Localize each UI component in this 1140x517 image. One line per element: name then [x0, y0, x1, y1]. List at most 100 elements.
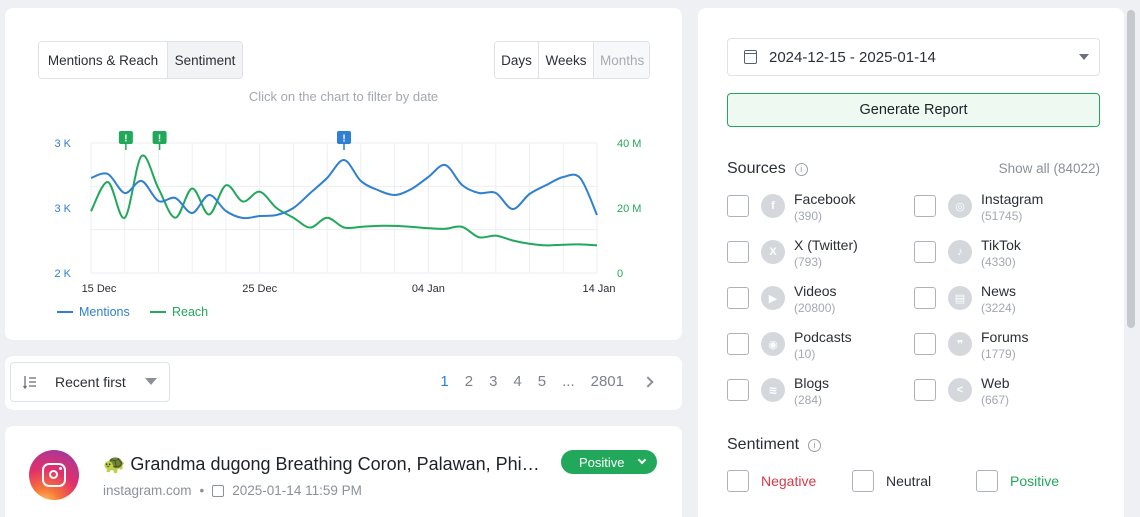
source-filter-forums[interactable]: ❞ Forums (1779)	[914, 329, 1028, 361]
date-range-value: 2024-12-15 - 2025-01-14	[769, 48, 936, 66]
tab-weeks[interactable]: Weeks	[538, 42, 593, 78]
tab-mentions-reach[interactable]: Mentions & Reach	[39, 42, 167, 78]
post-sentiment-dropdown[interactable]: Positive	[561, 450, 657, 474]
source-filter-tiktok[interactable]: ♪ TikTok (4330)	[914, 237, 1021, 269]
podcast-icon: ◉	[761, 332, 785, 356]
sort-label: Recent first	[55, 374, 126, 390]
legend-mentions-swatch	[57, 311, 73, 313]
tiktok-icon: ♪	[948, 240, 972, 264]
play-icon: ▶	[761, 286, 785, 310]
instagram-icon: ◎	[948, 194, 972, 218]
legend-reach[interactable]: Reach	[150, 305, 208, 319]
checkbox[interactable]	[727, 241, 749, 263]
post-source[interactable]: instagram.com	[103, 483, 192, 498]
checkbox[interactable]	[914, 379, 936, 401]
page-3[interactable]: 3	[489, 373, 498, 390]
source-filter-web[interactable]: < Web (667)	[914, 375, 1010, 407]
date-range-picker[interactable]: 2024-12-15 - 2025-01-14	[727, 38, 1100, 76]
forum-icon: ❞	[948, 332, 972, 356]
x-icon: X	[761, 240, 785, 264]
event-marker[interactable]: !	[337, 131, 351, 150]
chevron-right-icon[interactable]	[642, 375, 654, 388]
source-filter-news[interactable]: ▤ News (3224)	[914, 283, 1016, 315]
x-tick-label: 15 Dec	[82, 283, 117, 295]
tab-sentiment[interactable]: Sentiment	[167, 42, 242, 78]
checkbox[interactable]	[914, 241, 936, 263]
page-scrollbar[interactable]	[1127, 10, 1135, 328]
info-icon[interactable]: i	[794, 162, 808, 176]
source-count: (20800)	[794, 301, 836, 315]
y-left-tick-label: 3 K	[54, 203, 71, 215]
source-text: News (3224)	[981, 283, 1016, 315]
chart-event-markers: !!!	[118, 131, 351, 150]
chart-card: Mentions & Reach Sentiment Days Weeks Mo…	[5, 8, 682, 340]
source-text: Instagram (51745)	[981, 191, 1043, 223]
source-count: (3224)	[981, 301, 1016, 315]
checkbox[interactable]	[914, 333, 936, 355]
source-name: Facebook	[794, 191, 856, 207]
page-last[interactable]: 2801	[590, 373, 624, 390]
source-filter-x-twitter[interactable]: X X (Twitter) (793)	[727, 237, 858, 269]
checkbox[interactable]	[727, 195, 749, 217]
legend-mentions[interactable]: Mentions	[57, 305, 130, 319]
checkbox[interactable]	[914, 287, 936, 309]
source-count: (667)	[981, 393, 1010, 407]
page-1[interactable]: 1	[440, 373, 449, 390]
checkbox[interactable]	[727, 333, 749, 355]
page-4[interactable]: 4	[513, 373, 522, 390]
source-name: Podcasts	[794, 329, 852, 345]
tab-months[interactable]: Months	[593, 42, 649, 78]
sources-title-text: Sources	[727, 160, 786, 177]
calendar-icon	[744, 50, 757, 64]
checkbox[interactable]	[727, 379, 749, 401]
page-5[interactable]: 5	[537, 373, 547, 390]
page-ellipsis: ...	[562, 373, 575, 390]
post-title[interactable]: 🐢 Grandma dugong Breathing Coron, Palawa…	[103, 454, 543, 474]
info-icon[interactable]: i	[808, 438, 822, 452]
source-count: (51745)	[981, 209, 1023, 223]
checkbox[interactable]	[976, 470, 998, 492]
source-text: TikTok (4330)	[981, 237, 1021, 269]
sentiment-filter-neutral[interactable]: Neutral	[852, 470, 931, 492]
sort-select[interactable]: Recent first	[10, 362, 170, 402]
source-filter-facebook[interactable]: f Facebook (390)	[727, 191, 855, 223]
event-marker[interactable]: !	[152, 131, 167, 150]
source-filter-blogs[interactable]: ≋ Blogs (284)	[727, 375, 829, 407]
page-2[interactable]: 2	[464, 373, 474, 390]
list-controls: Recent first 1 2 3 4 5 ... 2801	[5, 356, 682, 410]
show-all-link[interactable]: Show all (84022)	[999, 161, 1100, 176]
source-count: (1779)	[981, 347, 1016, 361]
post-card[interactable]: 🐢 Grandma dugong Breathing Coron, Palawa…	[5, 426, 682, 517]
legend-mentions-label: Mentions	[79, 305, 130, 319]
instagram-icon	[42, 463, 66, 487]
sources-title: Sources i	[727, 160, 808, 178]
y-left-tick-label: 3 K	[54, 138, 71, 150]
calendar-icon	[212, 484, 225, 497]
source-name: X (Twitter)	[794, 237, 858, 253]
source-filter-videos[interactable]: ▶ Videos (20800)	[727, 283, 837, 315]
post-datetime: 2025-01-14 11:59 PM	[232, 483, 362, 498]
generate-report-button[interactable]: Generate Report	[727, 93, 1100, 127]
mentions-reach-chart[interactable]: 2 K 3 K 3 K 0 20 M 40 M 15 Dec 25 Dec 04 Jan 14 J…	[5, 8, 682, 298]
sentiment-filter-negative[interactable]: Negative	[727, 470, 816, 492]
checkbox[interactable]	[727, 470, 749, 492]
event-marker[interactable]: !	[118, 131, 133, 150]
source-filter-instagram[interactable]: ◎ Instagram (51745)	[914, 191, 1043, 223]
caret-down-icon	[1079, 54, 1089, 60]
sentiment-title: Sentiment i	[727, 436, 822, 454]
sentiment-filter-label: Negative	[761, 473, 817, 489]
event-marker-label: !	[158, 134, 161, 145]
checkbox[interactable]	[914, 195, 936, 217]
tab-days[interactable]: Days	[495, 42, 538, 78]
sentiment-filter-label: Neutral	[886, 473, 932, 489]
facebook-icon: f	[761, 194, 785, 218]
event-marker-badge	[337, 131, 351, 144]
checkbox[interactable]	[727, 287, 749, 309]
source-filter-podcasts[interactable]: ◉ Podcasts (10)	[727, 329, 852, 361]
period-toggle: Days Weeks Months	[494, 41, 650, 79]
checkbox[interactable]	[852, 470, 874, 492]
sentiment-filter-positive[interactable]: Positive	[976, 470, 1059, 492]
pagination: 1 2 3 4 5 ... 2801	[424, 373, 654, 390]
source-name: TikTok	[981, 237, 1021, 253]
source-name: Instagram	[981, 191, 1044, 207]
